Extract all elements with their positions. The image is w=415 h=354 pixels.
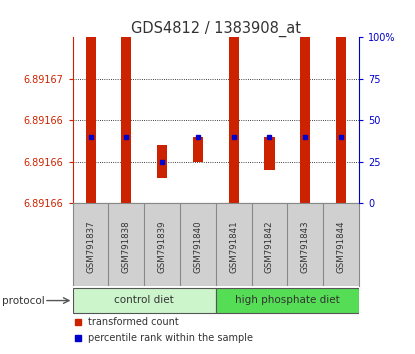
Text: GSM791844: GSM791844 [337, 220, 346, 273]
Text: GSM791843: GSM791843 [301, 220, 310, 273]
Bar [216, 288, 359, 313]
Text: control diet: control diet [115, 295, 174, 305]
Text: GSM791839: GSM791839 [158, 220, 166, 273]
Text: percentile rank within the sample: percentile rank within the sample [88, 333, 254, 343]
Bar [121, 37, 131, 203]
Text: GSM791837: GSM791837 [86, 220, 95, 273]
Bar [336, 37, 346, 203]
Bar [73, 288, 216, 313]
Bar [85, 37, 95, 203]
Text: GSM791838: GSM791838 [122, 220, 131, 273]
Text: GSM791841: GSM791841 [229, 220, 238, 273]
Text: GSM791842: GSM791842 [265, 220, 274, 273]
Bar [157, 145, 167, 178]
Bar [229, 37, 239, 203]
Text: high phosphate diet: high phosphate diet [235, 295, 340, 305]
Bar [264, 137, 274, 170]
Bar [193, 137, 203, 162]
Text: GSM791840: GSM791840 [193, 220, 203, 273]
Text: transformed count: transformed count [88, 317, 179, 327]
Text: protocol: protocol [2, 296, 45, 306]
Bar [300, 37, 310, 203]
Title: GDS4812 / 1383908_at: GDS4812 / 1383908_at [131, 21, 301, 37]
